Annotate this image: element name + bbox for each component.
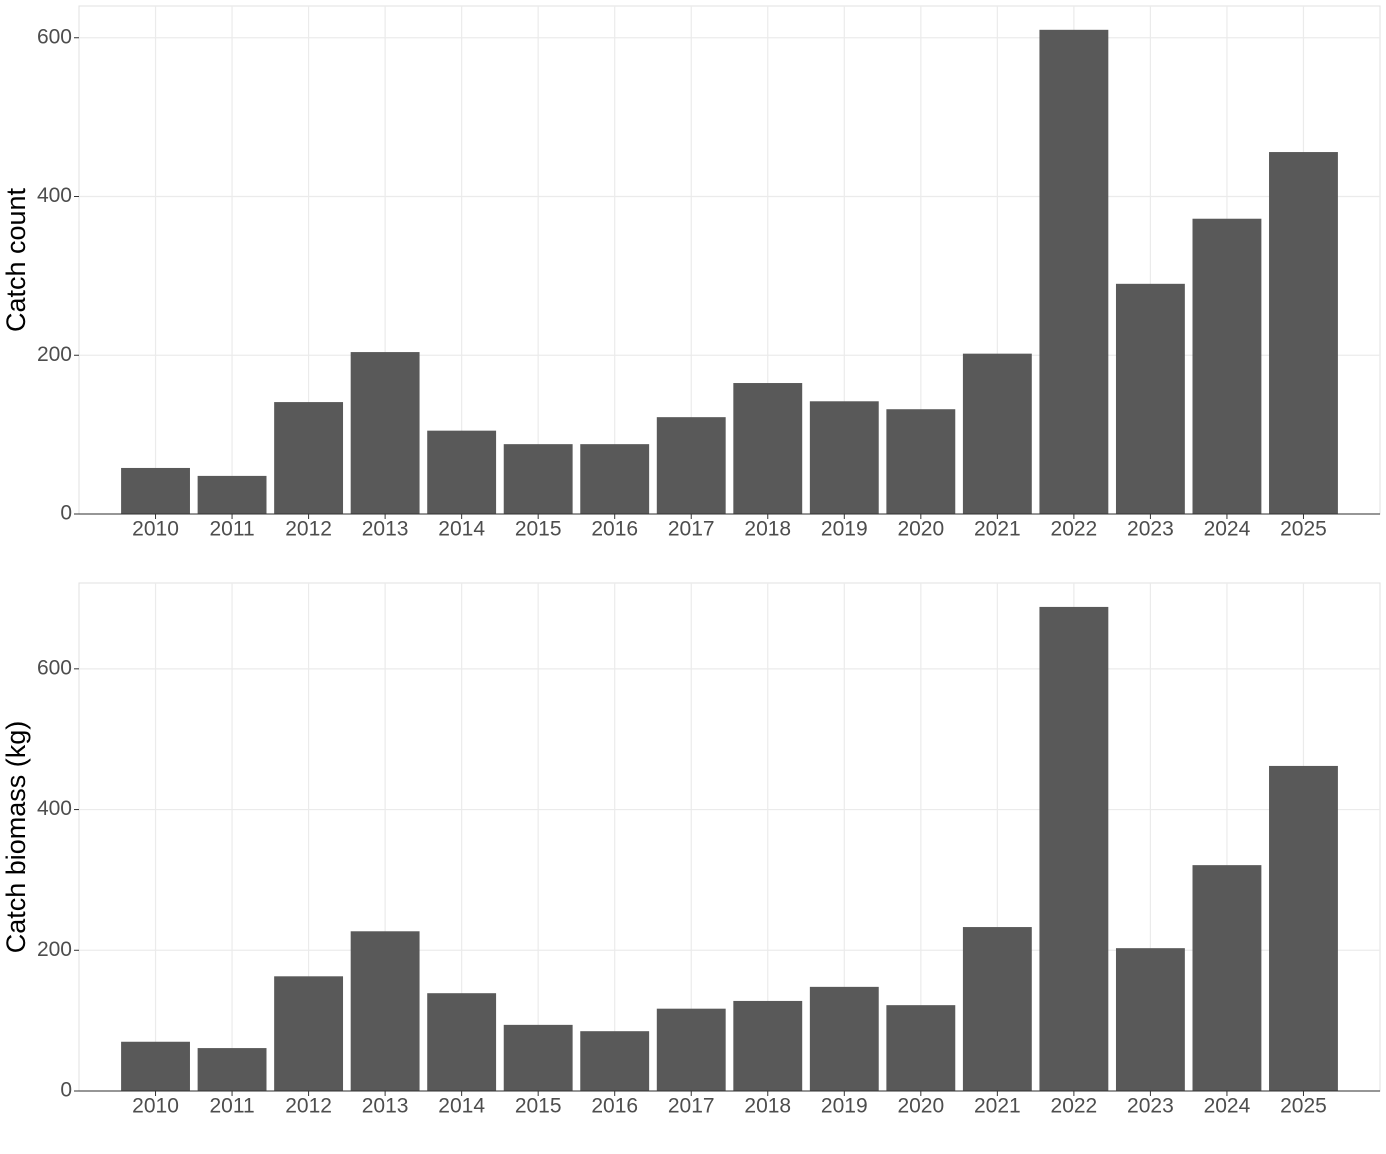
x-tick-label: 2024 bbox=[1204, 1095, 1251, 1118]
bar bbox=[1269, 152, 1338, 515]
x-tick-label: 2021 bbox=[974, 1095, 1021, 1118]
x-tick-label: 2020 bbox=[897, 1095, 944, 1118]
bar bbox=[962, 353, 1032, 514]
bar bbox=[503, 1024, 573, 1091]
x-tick-label: 2018 bbox=[744, 1095, 791, 1118]
x-tick-label: 2011 bbox=[209, 1095, 254, 1118]
bar bbox=[733, 1000, 803, 1091]
x-tick-label: 2015 bbox=[515, 518, 562, 541]
bar bbox=[1039, 29, 1109, 514]
x-tick-label: 2016 bbox=[591, 518, 638, 541]
x-tick-label: 2010 bbox=[132, 1095, 179, 1118]
x-tick-label: 2022 bbox=[1051, 518, 1098, 541]
bar bbox=[733, 383, 803, 514]
bar bbox=[580, 1031, 650, 1091]
bar bbox=[962, 927, 1032, 1091]
bar bbox=[580, 444, 650, 514]
bar bbox=[886, 1005, 956, 1091]
x-tick-label: 2025 bbox=[1280, 518, 1327, 541]
x-tick-label: 2014 bbox=[438, 518, 485, 541]
x-tick-label: 2019 bbox=[821, 1095, 868, 1118]
x-tick-label: 2022 bbox=[1051, 1095, 1098, 1118]
bar bbox=[656, 417, 726, 514]
bar bbox=[503, 444, 573, 514]
x-tick-label: 2024 bbox=[1204, 518, 1251, 541]
bar bbox=[427, 993, 497, 1091]
x-tick-label: 2013 bbox=[362, 518, 409, 541]
bar bbox=[1192, 865, 1262, 1091]
x-tick-label: 2011 bbox=[209, 518, 254, 541]
x-tick-label: 2012 bbox=[285, 518, 332, 541]
bar bbox=[350, 931, 420, 1091]
x-tick-label: 2014 bbox=[438, 1095, 485, 1118]
x-tick-label: 2017 bbox=[668, 518, 715, 541]
bar bbox=[274, 976, 344, 1091]
y-axis-title: Catch biomass (kg) bbox=[1, 721, 31, 954]
x-tick-label: 2010 bbox=[132, 518, 179, 541]
y-tick-label: 200 bbox=[37, 343, 72, 366]
x-tick-label: 2017 bbox=[668, 1095, 715, 1118]
x-tick-label: 2012 bbox=[285, 1095, 332, 1118]
y-tick-label: 200 bbox=[37, 938, 72, 961]
bar bbox=[1269, 765, 1338, 1091]
y-tick-label: 400 bbox=[37, 184, 72, 207]
x-tick-label: 2025 bbox=[1280, 1095, 1327, 1118]
x-tick-label: 2015 bbox=[515, 1095, 562, 1118]
x-tick-label: 2023 bbox=[1127, 518, 1174, 541]
bar bbox=[1039, 606, 1109, 1091]
x-tick-label: 2013 bbox=[362, 1095, 409, 1118]
y-tick-label: 600 bbox=[37, 656, 72, 679]
bar bbox=[121, 467, 190, 514]
bar bbox=[809, 401, 879, 514]
bar bbox=[1192, 218, 1262, 514]
y-tick-label: 400 bbox=[37, 797, 72, 820]
bar bbox=[197, 1048, 267, 1091]
x-tick-label: 2020 bbox=[897, 518, 944, 541]
bar bbox=[274, 402, 344, 514]
bar bbox=[656, 1008, 726, 1091]
bar bbox=[197, 475, 267, 514]
x-tick-label: 2016 bbox=[591, 1095, 638, 1118]
y-axis-title: Catch count bbox=[1, 187, 31, 332]
y-tick-label: 0 bbox=[60, 1079, 72, 1102]
bar bbox=[121, 1041, 190, 1091]
bar bbox=[1115, 283, 1185, 514]
bar bbox=[427, 430, 497, 514]
bar bbox=[886, 409, 956, 514]
x-tick-label: 2019 bbox=[821, 518, 868, 541]
x-tick-label: 2018 bbox=[744, 518, 791, 541]
y-tick-label: 600 bbox=[37, 25, 72, 48]
bar bbox=[1115, 948, 1185, 1091]
bar bbox=[809, 986, 879, 1091]
x-tick-label: 2021 bbox=[974, 518, 1021, 541]
y-tick-label: 0 bbox=[60, 502, 72, 525]
x-tick-label: 2023 bbox=[1127, 1095, 1174, 1118]
bar bbox=[350, 352, 420, 514]
